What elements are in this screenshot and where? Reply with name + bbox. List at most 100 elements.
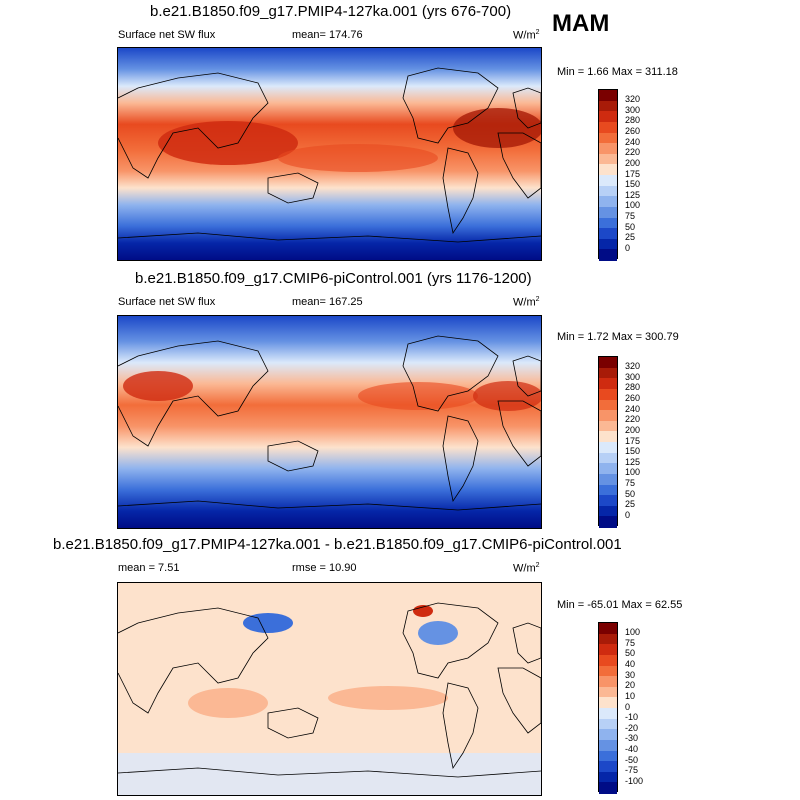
colorbar-swatch [599, 378, 617, 390]
panel-1-field-label: Surface net SW flux [118, 29, 216, 41]
colorbar-swatch [599, 100, 617, 112]
colorbar-tick-label: 125 [625, 456, 641, 467]
panel-3-coastlines [118, 602, 541, 778]
colorbar-tick-label: -50 [625, 754, 639, 765]
colorbar-swatch [599, 729, 617, 741]
colorbar-swatch [599, 111, 617, 123]
colorbar-swatch [599, 185, 617, 197]
colorbar-tick-label: 100 [625, 467, 641, 478]
colorbar-swatch [599, 121, 617, 133]
colorbar-tick-label: 125 [625, 189, 641, 200]
colorbar-tick-label: 10 [625, 690, 636, 701]
colorbar-swatch [599, 718, 617, 730]
panel-2-hotspot-sahara [123, 371, 193, 401]
colorbar-tick-label: 280 [625, 115, 641, 126]
colorbar-tick-label: -75 [625, 765, 639, 776]
colorbar-swatch [599, 654, 617, 666]
panel-1-colorbar: 320 300 280 260 240 220 200 175 150 125 100 75 50 25 0 [598, 89, 678, 261]
colorbar-tick-label: 50 [625, 221, 636, 232]
colorbar-tick-label: 0 [625, 509, 631, 520]
colorbar-tick-label: 50 [625, 648, 636, 659]
colorbar-tick-label: 260 [625, 393, 641, 403]
colorbar-tick-label: 50 [625, 488, 636, 499]
colorbar-swatch [599, 495, 617, 507]
panel-2-field-label: Surface net SW flux [118, 296, 216, 308]
colorbar-tick-label: 150 [625, 179, 641, 190]
colorbar-tick-label: 75 [625, 211, 636, 221]
panel-3-southern-band [118, 753, 541, 795]
colorbar-tick-label: 220 [625, 147, 641, 158]
colorbar-tick-label: 220 [625, 414, 641, 425]
panel-1-map [117, 47, 542, 261]
colorbar-tick-label: 300 [625, 371, 641, 382]
panel-3-units: W/m2 [513, 562, 540, 575]
colorbar-swatch [599, 420, 617, 432]
colorbar-swatch [599, 367, 617, 379]
panel-3-anomaly-namerica [418, 621, 458, 645]
colorbar-swatch [599, 431, 617, 443]
colorbar-tick-label: 200 [625, 157, 641, 168]
colorbar-tick-label: 100 [625, 627, 641, 638]
colorbar-swatch [599, 164, 617, 176]
panel-2-map [117, 315, 542, 529]
colorbar-swatch [599, 399, 617, 411]
panel-3-colorbar-bar [598, 622, 618, 794]
panel-1-units: W/m2 [513, 29, 540, 42]
colorbar-tick-label: 300 [625, 104, 641, 115]
colorbar-swatch [599, 750, 617, 762]
colorbar-swatch [599, 153, 617, 165]
panel-1-minmax: Min = 1.66 Max = 311.18 [557, 66, 678, 78]
colorbar-swatch [599, 249, 617, 261]
panel-2-map-svg [118, 316, 541, 528]
colorbar-tick-label: 175 [625, 168, 641, 179]
colorbar-swatch [599, 442, 617, 454]
colorbar-swatch [599, 357, 617, 369]
colorbar-swatch [599, 516, 617, 528]
colorbar-swatch [599, 771, 617, 783]
panel-3-anomaly-asia [243, 613, 293, 633]
colorbar-swatch [599, 217, 617, 229]
colorbar-tick-label: 320 [625, 361, 641, 372]
panel-1-title: b.e21.B1850.f09_g17.PMIP4-127ka.001 (yrs… [150, 3, 512, 20]
colorbar-swatch [599, 463, 617, 475]
colorbar-tick-label: 280 [625, 382, 641, 393]
colorbar-swatch [599, 676, 617, 688]
colorbar-swatch [599, 452, 617, 464]
colorbar-swatch [599, 132, 617, 144]
colorbar-swatch [599, 697, 617, 709]
panel-1-map-svg [118, 48, 541, 260]
colorbar-tick-label: 20 [625, 680, 636, 691]
colorbar-tick-label: -30 [625, 733, 639, 744]
colorbar-swatch [599, 708, 617, 720]
panel-1-hotspot-pacific [278, 144, 438, 172]
colorbar-tick-label: 0 [625, 242, 631, 253]
colorbar-swatch [599, 238, 617, 250]
season-label: MAM [552, 10, 610, 37]
colorbar-tick-label: -100 [625, 775, 644, 786]
colorbar-swatch [599, 388, 617, 400]
colorbar-tick-label: 75 [625, 478, 636, 488]
colorbar-tick-label: 100 [625, 200, 641, 211]
colorbar-swatch [599, 206, 617, 218]
panel-2-hotspot-pacific [358, 382, 478, 410]
colorbar-swatch [599, 782, 617, 794]
panel-3-rmse-label: rmse = 10.90 [292, 562, 357, 574]
colorbar-tick-label: 75 [625, 637, 636, 648]
panel-2-units: W/m2 [513, 296, 540, 309]
colorbar-swatch [599, 196, 617, 208]
panel-3-map [117, 582, 542, 796]
colorbar-swatch [599, 484, 617, 496]
colorbar-tick-label: 260 [625, 126, 641, 136]
panel-2-field [118, 316, 541, 528]
panel-3-title: b.e21.B1850.f09_g17.PMIP4-127ka.001 - b.… [53, 536, 622, 553]
colorbar-tick-label: 25 [625, 499, 636, 510]
colorbar-swatch [599, 623, 617, 635]
colorbar-swatch [599, 143, 617, 155]
colorbar-tick-label: 150 [625, 446, 641, 457]
colorbar-tick-label: 40 [625, 659, 636, 669]
panel-3-anomaly-indian [188, 688, 268, 718]
colorbar-tick-label: 0 [625, 701, 631, 712]
panel-2-colorbar-bar [598, 356, 618, 528]
panel-2-coastlines [118, 335, 541, 511]
panel-3-map-svg [118, 583, 541, 795]
